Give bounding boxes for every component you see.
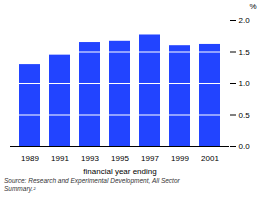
svg-text:2001: 2001 (201, 154, 219, 163)
svg-text:1997: 1997 (141, 154, 159, 163)
svg-text:1.5: 1.5 (239, 48, 251, 57)
svg-text:0.0: 0.0 (239, 142, 251, 151)
svg-text:financial year ending: financial year ending (83, 167, 156, 176)
svg-text:1989: 1989 (21, 154, 39, 163)
svg-text:0.5: 0.5 (239, 111, 251, 120)
svg-text:2.0: 2.0 (239, 16, 251, 25)
svg-text:1993: 1993 (81, 154, 99, 163)
html-text:Source: Research and Experimen: Source: Research and Experimental Develo… (4, 177, 180, 192)
svg-text:1991: 1991 (51, 154, 69, 163)
svg-text:1.0: 1.0 (239, 79, 251, 88)
svg-text:%: % (249, 2, 256, 11)
svg-text:1995: 1995 (111, 154, 129, 163)
svg-text:1999: 1999 (171, 154, 189, 163)
